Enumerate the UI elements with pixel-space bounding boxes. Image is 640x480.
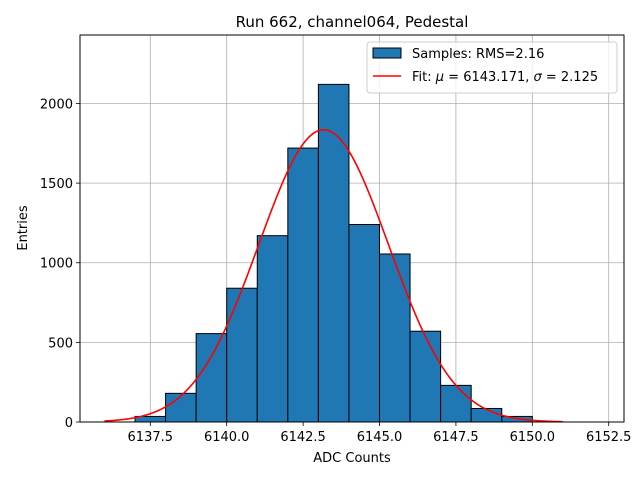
legend-histogram-label: Samples: RMS=2.16 [412,47,544,62]
histogram-bar [440,384,472,423]
y-tick-label: 1000 [40,257,73,272]
x-tick-label: 6147.5 [433,430,479,445]
histogram-bar [195,333,228,423]
x-tick-label: 6150.0 [510,430,556,445]
histogram-bar [226,287,258,423]
x-axis-label: ADC Counts [313,451,391,466]
histogram-bar [165,392,197,423]
legend-fit-label: Fit: μ = 6143.171, σ = 2.125 [412,70,598,85]
histogram-bar [470,407,503,423]
y-tick-label: 0 [65,416,73,431]
y-tick-label: 2000 [40,97,73,112]
x-tick-label: 6137.5 [128,430,174,445]
histogram-bar [256,235,289,423]
fit-curve [104,128,563,423]
histogram-bar [379,253,411,423]
histogram-bar [348,224,381,423]
legend: Samples: RMS=2.16 Fit: μ = 6143.171, σ =… [366,41,618,94]
histogram-bar [287,147,319,423]
histogram-bar [317,83,350,423]
legend-histogram-swatch [372,47,402,59]
x-tick-label: 6140.0 [204,430,250,445]
y-tick-label: 500 [48,336,73,351]
chart-title: Run 662, channel064, Pedestal [236,13,469,31]
y-tick-label: 1500 [40,177,73,192]
x-tick-label: 6145.0 [357,430,403,445]
histogram-bar [409,330,442,423]
x-tick-label: 6142.5 [280,430,326,445]
legend-box [366,41,618,94]
x-axis-ticks: 6137.5 6140.0 6142.5 6145.0 6147.5 6150.0 6152… [128,422,632,445]
y-axis-label: Entries [16,205,31,251]
y-axis-ticks: 0 500 1000 1500 2000 [40,97,80,431]
plot-frame [79,34,625,423]
x-tick-label: 6152.5 [586,430,632,445]
histogram-bars [134,83,533,423]
